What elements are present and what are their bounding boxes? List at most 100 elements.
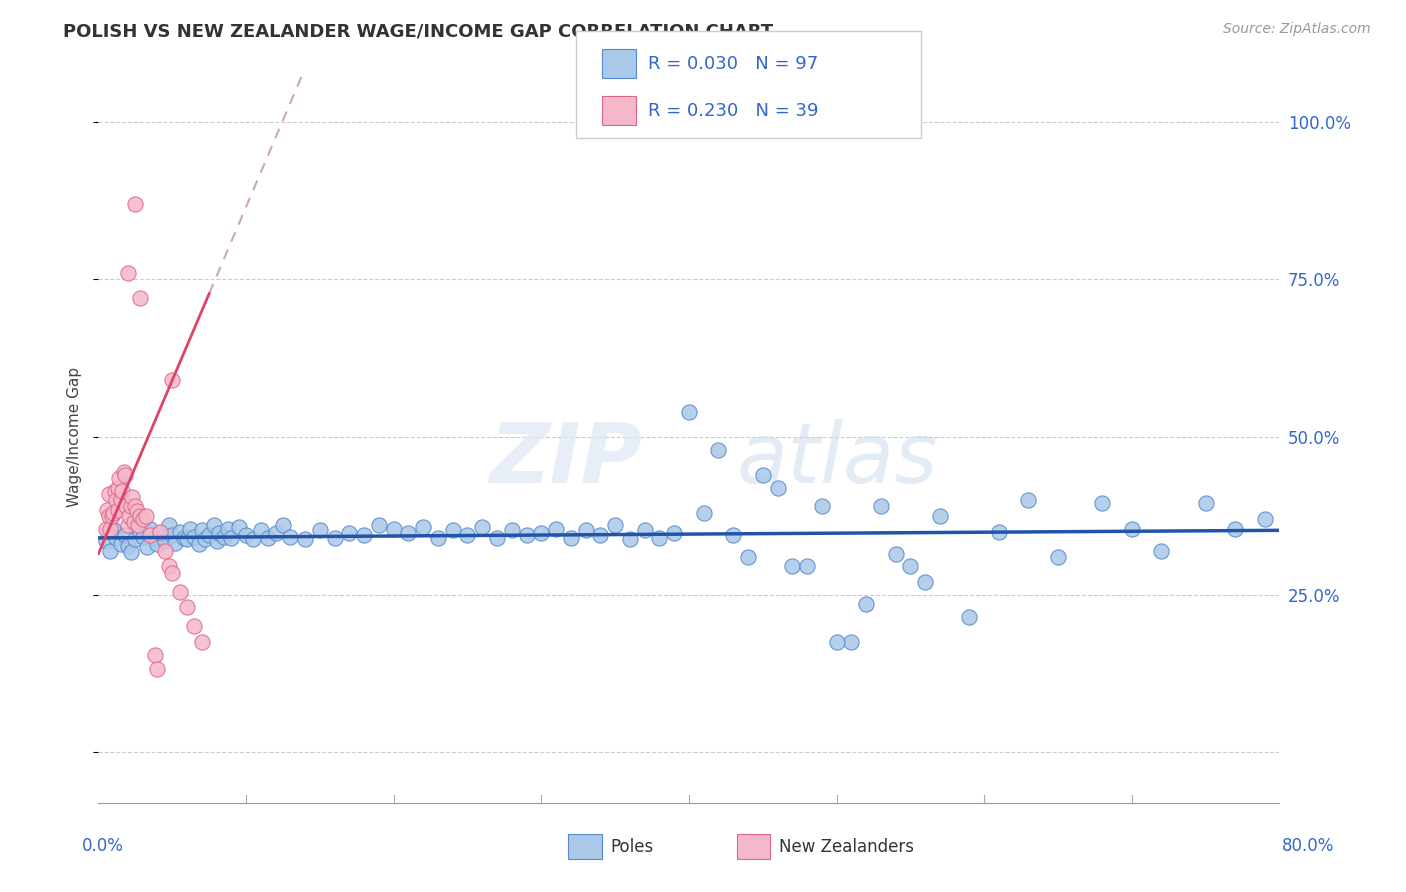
Point bbox=[108, 471, 131, 485]
Point bbox=[339, 525, 361, 540]
Point bbox=[191, 524, 214, 538]
Point bbox=[96, 502, 118, 516]
Point bbox=[162, 528, 183, 542]
Point bbox=[264, 525, 287, 540]
Point bbox=[120, 545, 142, 559]
Text: POLISH VS NEW ZEALANDER WAGE/INCOME GAP CORRELATION CHART: POLISH VS NEW ZEALANDER WAGE/INCOME GAP … bbox=[63, 22, 773, 40]
Point bbox=[664, 525, 686, 540]
Point bbox=[153, 543, 176, 558]
Point bbox=[353, 528, 375, 542]
Point bbox=[107, 481, 129, 495]
Text: Poles: Poles bbox=[610, 838, 654, 855]
Point bbox=[143, 648, 166, 662]
Point bbox=[884, 547, 907, 561]
Text: New Zealanders: New Zealanders bbox=[779, 838, 914, 855]
Point bbox=[110, 493, 132, 508]
Point bbox=[125, 504, 148, 518]
Point bbox=[179, 521, 201, 535]
Point bbox=[103, 506, 125, 520]
Point bbox=[187, 537, 209, 551]
Point bbox=[368, 518, 391, 533]
Point bbox=[139, 528, 162, 542]
Text: ZIP: ZIP bbox=[489, 418, 641, 500]
Point bbox=[107, 502, 129, 516]
Point bbox=[221, 531, 243, 545]
Point bbox=[98, 543, 121, 558]
Point bbox=[825, 635, 848, 649]
Point bbox=[149, 524, 172, 539]
Text: R = 0.230   N = 39: R = 0.230 N = 39 bbox=[648, 102, 818, 120]
Point bbox=[194, 533, 217, 547]
Point bbox=[208, 525, 231, 540]
Point bbox=[202, 518, 225, 533]
Point bbox=[280, 530, 302, 544]
Point bbox=[169, 524, 191, 539]
Point bbox=[855, 597, 877, 611]
Point bbox=[707, 442, 730, 457]
Point bbox=[100, 508, 122, 523]
Point bbox=[124, 500, 146, 514]
Point bbox=[97, 508, 120, 523]
Point bbox=[560, 531, 582, 545]
Point bbox=[441, 524, 464, 538]
Point bbox=[412, 519, 434, 533]
Point bbox=[257, 531, 280, 545]
Point bbox=[124, 196, 146, 211]
Point bbox=[870, 500, 893, 514]
Point bbox=[457, 528, 479, 542]
Point bbox=[121, 490, 143, 504]
Point bbox=[427, 531, 450, 545]
Point bbox=[914, 575, 936, 590]
Point bbox=[1254, 512, 1277, 526]
Point bbox=[128, 291, 150, 305]
Point bbox=[294, 533, 316, 547]
Point bbox=[1195, 496, 1218, 510]
Point bbox=[98, 521, 121, 535]
Point bbox=[589, 528, 612, 542]
Point bbox=[546, 521, 568, 535]
Text: 80.0%: 80.0% bbox=[1281, 837, 1334, 855]
Point bbox=[619, 533, 641, 547]
Point bbox=[810, 500, 832, 514]
Point bbox=[139, 521, 162, 535]
Point bbox=[146, 662, 169, 676]
Point bbox=[105, 531, 128, 545]
Point bbox=[242, 533, 264, 547]
Point bbox=[309, 524, 332, 538]
Point bbox=[575, 524, 598, 538]
Point bbox=[122, 515, 145, 529]
Point bbox=[398, 525, 420, 540]
Point bbox=[648, 531, 671, 545]
Point bbox=[471, 519, 494, 533]
Text: R = 0.030   N = 97: R = 0.030 N = 97 bbox=[648, 54, 818, 72]
Point bbox=[105, 493, 128, 508]
Point bbox=[959, 609, 981, 624]
Point bbox=[841, 635, 863, 649]
Point bbox=[228, 519, 250, 533]
Point bbox=[766, 481, 789, 495]
Point bbox=[501, 524, 523, 538]
Point bbox=[191, 635, 214, 649]
Point bbox=[153, 534, 176, 549]
Point bbox=[143, 531, 166, 545]
Point bbox=[115, 500, 138, 514]
Point bbox=[205, 534, 228, 549]
Point bbox=[94, 534, 117, 549]
Point bbox=[114, 467, 136, 482]
Text: Source: ZipAtlas.com: Source: ZipAtlas.com bbox=[1223, 22, 1371, 37]
Point bbox=[1121, 521, 1143, 535]
Point bbox=[132, 512, 155, 526]
Point bbox=[929, 508, 952, 523]
Point bbox=[169, 584, 191, 599]
Text: 0.0%: 0.0% bbox=[82, 837, 124, 855]
Point bbox=[516, 528, 538, 542]
Y-axis label: Wage/Income Gap: Wage/Income Gap bbox=[67, 367, 83, 508]
Point bbox=[737, 549, 759, 564]
Point bbox=[530, 525, 553, 540]
Point bbox=[128, 508, 150, 523]
Point bbox=[114, 528, 136, 542]
Point bbox=[183, 619, 205, 633]
Point bbox=[723, 528, 745, 542]
Text: atlas: atlas bbox=[737, 418, 938, 500]
Point bbox=[678, 405, 700, 419]
